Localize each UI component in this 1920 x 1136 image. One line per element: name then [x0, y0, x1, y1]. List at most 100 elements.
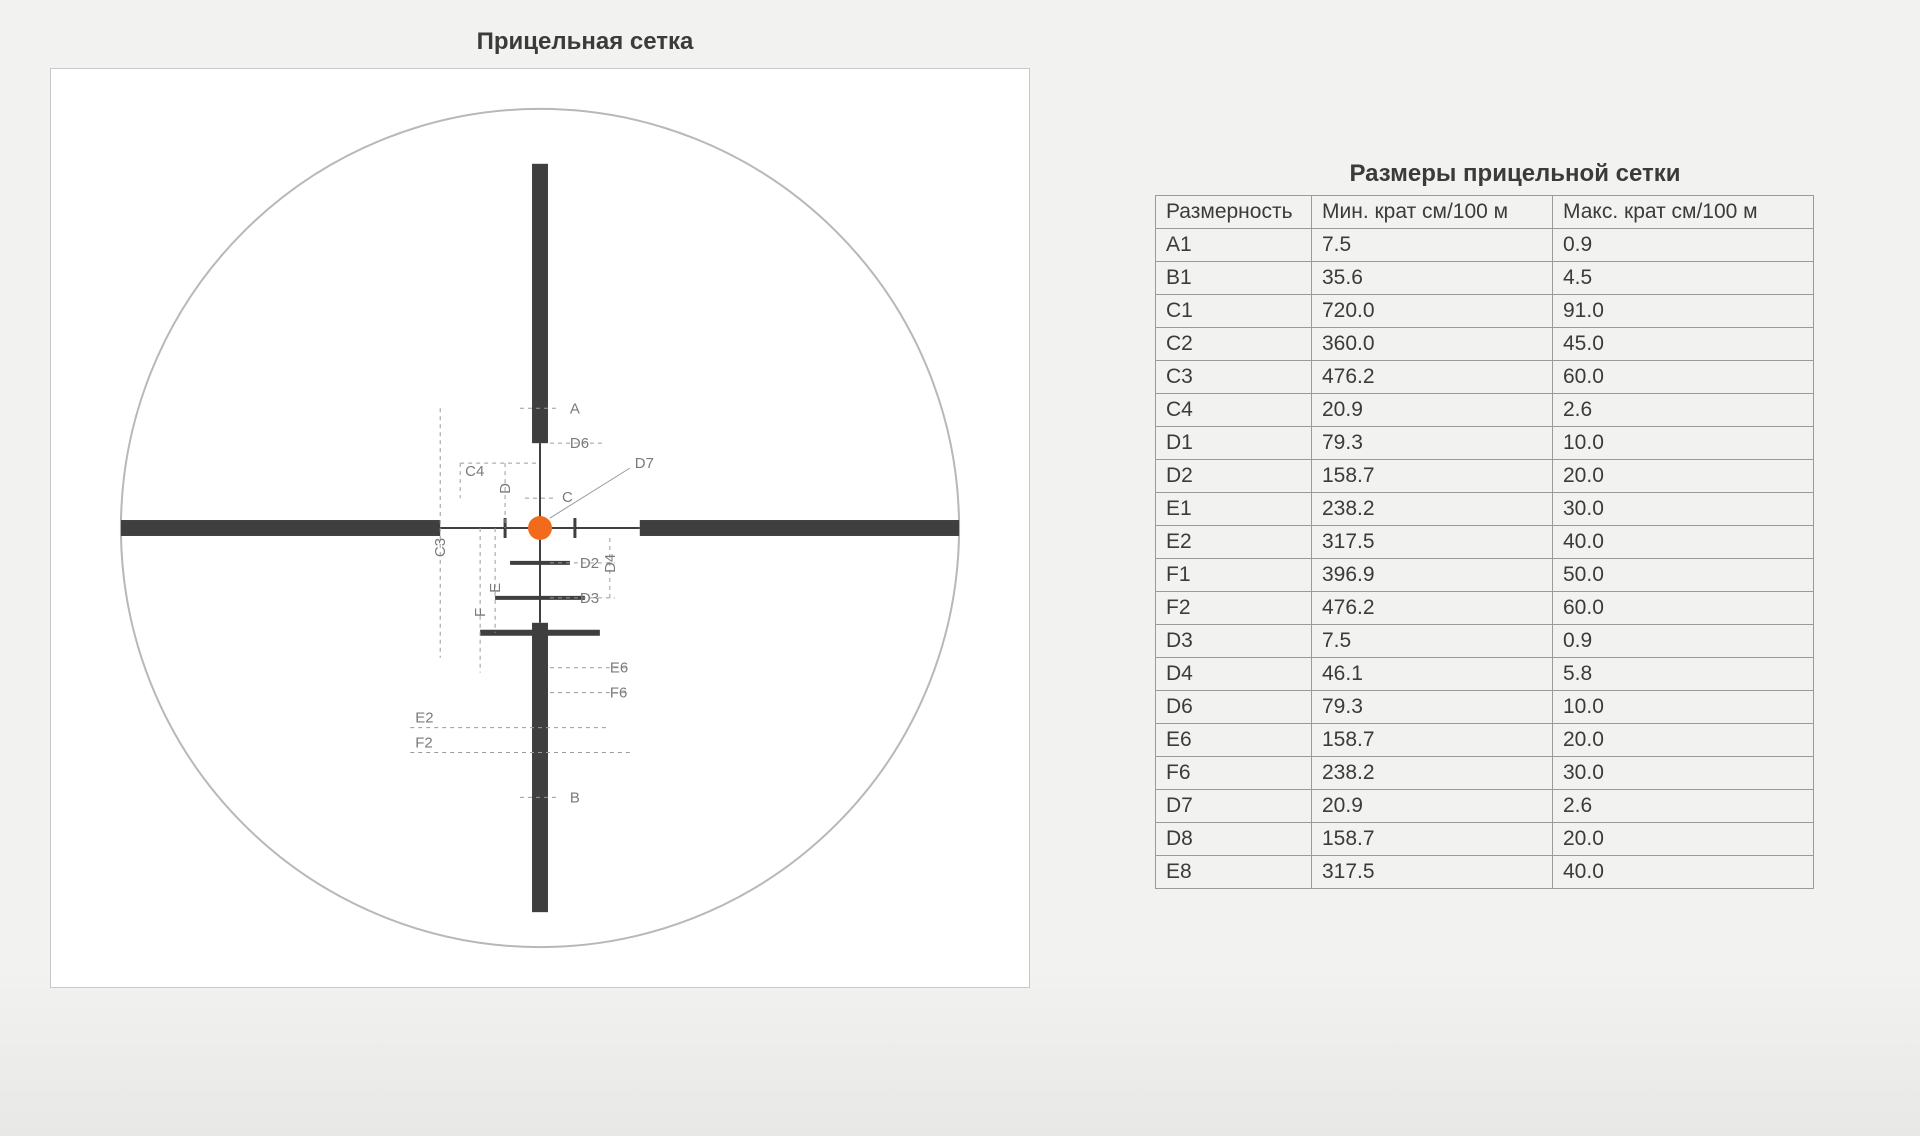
table-cell: 20.0 — [1553, 724, 1814, 757]
label-F6: F6 — [610, 685, 627, 702]
label-A: A — [570, 400, 580, 417]
table-cell: D6 — [1156, 691, 1312, 724]
table-cell: C1 — [1156, 295, 1312, 328]
table-title: Размеры прицельной сетки — [1155, 160, 1875, 188]
table-cell: D8 — [1156, 823, 1312, 856]
table-cell: 50.0 — [1553, 559, 1814, 592]
table-cell: D7 — [1156, 790, 1312, 823]
label-D: D — [497, 483, 514, 494]
table-row: E1238.230.0 — [1156, 493, 1814, 526]
table-header-cell: Размерность — [1156, 196, 1312, 229]
label-D2: D2 — [580, 555, 599, 572]
table-cell: 35.6 — [1312, 262, 1553, 295]
table-row: F1396.950.0 — [1156, 559, 1814, 592]
table-cell: 20.9 — [1312, 394, 1553, 427]
table-cell: C2 — [1156, 328, 1312, 361]
table-cell: 91.0 — [1553, 295, 1814, 328]
table-cell: 7.5 — [1312, 229, 1553, 262]
table-cell: 476.2 — [1312, 361, 1553, 394]
table-cell: 60.0 — [1553, 361, 1814, 394]
table-header-cell: Мин. крат см/100 м — [1312, 196, 1553, 229]
reticle-title: Прицельная сетка — [0, 28, 1170, 56]
reticle-diagram: A B C C4 D6 D D7 D2 D3 D4 E F C3 E6 F6 E… — [51, 69, 1029, 987]
table-row: D179.310.0 — [1156, 427, 1814, 460]
table-cell: 79.3 — [1312, 427, 1553, 460]
table-row: D720.92.6 — [1156, 790, 1814, 823]
label-D4: D4 — [602, 554, 619, 573]
table-cell: C3 — [1156, 361, 1312, 394]
table-cell: 45.0 — [1553, 328, 1814, 361]
table-cell: E1 — [1156, 493, 1312, 526]
table-cell: 10.0 — [1553, 427, 1814, 460]
label-C4: C4 — [465, 463, 484, 480]
table-row: E2317.540.0 — [1156, 526, 1814, 559]
table-cell: 0.9 — [1553, 229, 1814, 262]
label-F2: F2 — [415, 735, 432, 752]
table-cell: 158.7 — [1312, 460, 1553, 493]
reticle-diagram-box: A B C C4 D6 D D7 D2 D3 D4 E F C3 E6 F6 E… — [50, 68, 1030, 988]
dimensions-table: Размерность Мин. крат см/100 м Макс. кра… — [1155, 195, 1814, 889]
table-row: E6158.720.0 — [1156, 724, 1814, 757]
table-row: B135.64.5 — [1156, 262, 1814, 295]
table-row: F2476.260.0 — [1156, 592, 1814, 625]
table-cell: E8 — [1156, 856, 1312, 889]
table-cell: 60.0 — [1553, 592, 1814, 625]
label-D7: D7 — [635, 455, 654, 472]
label-D6: D6 — [570, 435, 589, 452]
table-cell: 360.0 — [1312, 328, 1553, 361]
table-cell: 0.9 — [1553, 625, 1814, 658]
table-cell: 30.0 — [1553, 757, 1814, 790]
table-cell: D1 — [1156, 427, 1312, 460]
table-row: D8158.720.0 — [1156, 823, 1814, 856]
table-row: D2158.720.0 — [1156, 460, 1814, 493]
table-row: D679.310.0 — [1156, 691, 1814, 724]
table-row: C3476.260.0 — [1156, 361, 1814, 394]
table-cell: 40.0 — [1553, 526, 1814, 559]
table-header-row: Размерность Мин. крат см/100 м Макс. кра… — [1156, 196, 1814, 229]
table-cell: E2 — [1156, 526, 1312, 559]
table-cell: 317.5 — [1312, 856, 1553, 889]
table-cell: 476.2 — [1312, 592, 1553, 625]
page: Прицельная сетка — [0, 0, 1920, 1136]
table-cell: 238.2 — [1312, 757, 1553, 790]
table-cell: F2 — [1156, 592, 1312, 625]
label-C: C — [562, 489, 573, 506]
table-cell: 396.9 — [1312, 559, 1553, 592]
label-E: E — [487, 583, 504, 593]
label-E6: E6 — [610, 660, 628, 677]
table-row: F6238.230.0 — [1156, 757, 1814, 790]
table-header-cell: Макс. крат см/100 м — [1553, 196, 1814, 229]
table-cell: 317.5 — [1312, 526, 1553, 559]
table-cell: 30.0 — [1553, 493, 1814, 526]
table-cell: C4 — [1156, 394, 1312, 427]
table-cell: 4.5 — [1553, 262, 1814, 295]
table-cell: B1 — [1156, 262, 1312, 295]
table-cell: 20.9 — [1312, 790, 1553, 823]
table-cell: 5.8 — [1553, 658, 1814, 691]
table-cell: 720.0 — [1312, 295, 1553, 328]
table-row: D446.15.8 — [1156, 658, 1814, 691]
label-B: B — [570, 789, 580, 806]
table-row: C420.92.6 — [1156, 394, 1814, 427]
table-cell: D2 — [1156, 460, 1312, 493]
table-cell: 158.7 — [1312, 823, 1553, 856]
table-row: C2360.045.0 — [1156, 328, 1814, 361]
label-D3: D3 — [580, 590, 599, 607]
table-cell: 79.3 — [1312, 691, 1553, 724]
table-cell: 10.0 — [1553, 691, 1814, 724]
table-cell: E6 — [1156, 724, 1312, 757]
table-cell: 2.6 — [1553, 790, 1814, 823]
table-cell: 20.0 — [1553, 823, 1814, 856]
table-row: C1720.091.0 — [1156, 295, 1814, 328]
table-cell: F1 — [1156, 559, 1312, 592]
table-cell: 46.1 — [1312, 658, 1553, 691]
label-E2: E2 — [415, 710, 433, 727]
table-cell: 158.7 — [1312, 724, 1553, 757]
label-F: F — [472, 608, 489, 617]
table-cell: F6 — [1156, 757, 1312, 790]
table-cell: 2.6 — [1553, 394, 1814, 427]
table-cell: D3 — [1156, 625, 1312, 658]
table-row: A17.50.9 — [1156, 229, 1814, 262]
table-cell: 7.5 — [1312, 625, 1553, 658]
table-row: D37.50.9 — [1156, 625, 1814, 658]
